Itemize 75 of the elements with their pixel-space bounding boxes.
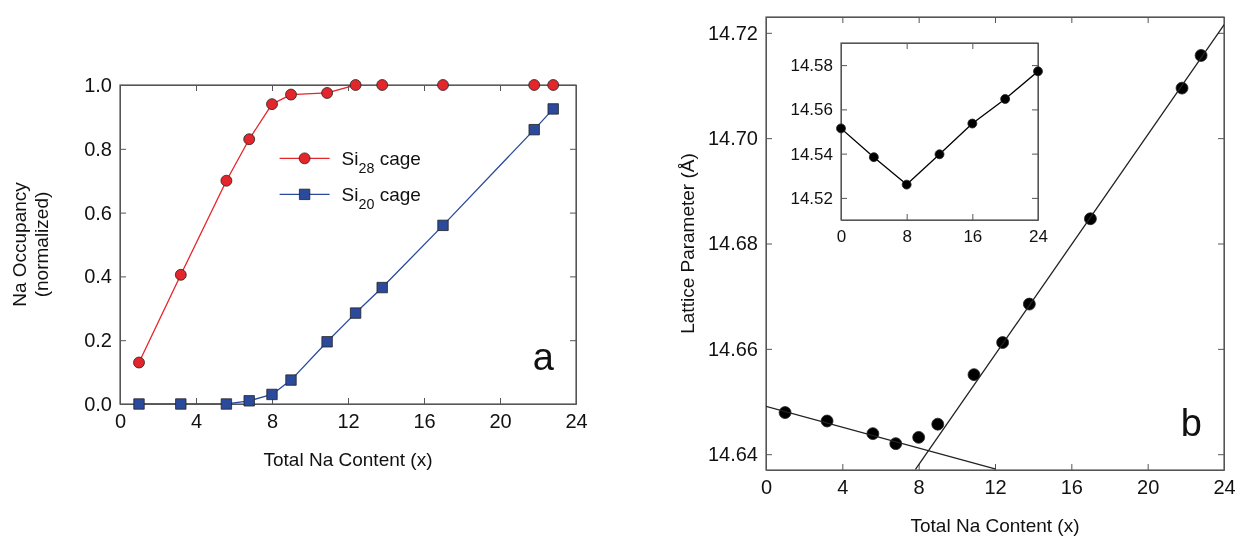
x-tick-label: 12 <box>984 476 1007 499</box>
y-tick-label: 0.6 <box>84 201 112 224</box>
x-tick-label: 0 <box>836 227 847 247</box>
point <box>133 398 145 410</box>
x-tick-label: 12 <box>337 410 360 433</box>
legend-label: Si$_{20}$ cage <box>341 184 421 213</box>
x-tick-label: 24 <box>1213 476 1235 499</box>
y-tick-label: 14.64 <box>707 443 758 466</box>
y-tick-label: 14.58 <box>790 56 833 76</box>
point <box>321 87 333 99</box>
y-tick-label: 0.4 <box>84 265 112 288</box>
x-axis-title: Total Na Content (x) <box>910 515 1080 536</box>
x-tick-label: 8 <box>913 476 925 499</box>
x-tick-label: 4 <box>837 476 849 499</box>
x-tick-label: 20 <box>489 410 512 433</box>
x-tick-label: 0 <box>760 476 773 499</box>
point <box>133 356 145 369</box>
annotation: a <box>532 336 555 378</box>
point <box>547 79 560 91</box>
point <box>967 368 981 382</box>
y-tick-label: 14.68 <box>707 232 758 255</box>
point <box>967 118 978 129</box>
point <box>868 152 879 163</box>
y-tick-label: 14.72 <box>707 21 758 44</box>
x-tick-label: 24 <box>565 410 588 433</box>
y-tick-label: 14.52 <box>790 188 833 208</box>
legend-label: Si$_{28}$ cage <box>341 148 421 177</box>
point <box>243 395 255 407</box>
point <box>321 336 333 348</box>
point <box>349 307 362 319</box>
y-tick-label: 1.0 <box>84 73 112 96</box>
y-tick-label: 0.8 <box>84 137 112 160</box>
y-tick-label: 14.66 <box>707 337 758 360</box>
point <box>547 103 559 115</box>
point <box>376 79 389 91</box>
point <box>836 123 846 134</box>
point <box>437 79 449 91</box>
x-tick-label: 8 <box>266 410 279 433</box>
annotation: b <box>1180 402 1202 444</box>
point <box>220 174 233 187</box>
point <box>934 149 945 160</box>
x-tick-label: 4 <box>190 410 203 433</box>
point <box>174 268 187 281</box>
y-axis-title: Lattice Parameter (Å) <box>677 153 698 334</box>
y-tick-label: 14.54 <box>790 144 833 164</box>
point <box>349 79 362 91</box>
x-tick-label: 16 <box>413 410 436 433</box>
x-tick-label: 8 <box>902 227 912 247</box>
x-tick-label: 20 <box>1137 476 1160 499</box>
x-tick-label: 0 <box>114 410 127 433</box>
x-axis-title: Total Na Content (x) <box>263 449 433 470</box>
point <box>266 388 278 401</box>
point <box>528 79 541 91</box>
x-tick-label: 24 <box>1029 227 1048 247</box>
point <box>1033 66 1043 77</box>
point <box>912 430 926 444</box>
y-tick-label: 14.70 <box>707 127 758 150</box>
point <box>528 124 540 136</box>
point <box>175 398 187 410</box>
point <box>266 98 278 110</box>
y-axis-title: Na Occupancy (normalized) <box>9 181 52 307</box>
point <box>1000 94 1011 104</box>
y-tick-label: 0.0 <box>84 392 112 415</box>
y-tick-label: 0.2 <box>84 329 112 352</box>
point <box>931 417 945 431</box>
x-tick-label: 16 <box>1060 476 1083 499</box>
point <box>437 219 449 231</box>
point <box>220 398 233 410</box>
point <box>285 374 297 386</box>
y-tick-label: 14.56 <box>790 100 833 120</box>
point <box>285 88 297 101</box>
point <box>901 179 912 190</box>
x-tick-label: 16 <box>963 227 983 247</box>
point <box>376 281 388 294</box>
point <box>243 133 256 146</box>
